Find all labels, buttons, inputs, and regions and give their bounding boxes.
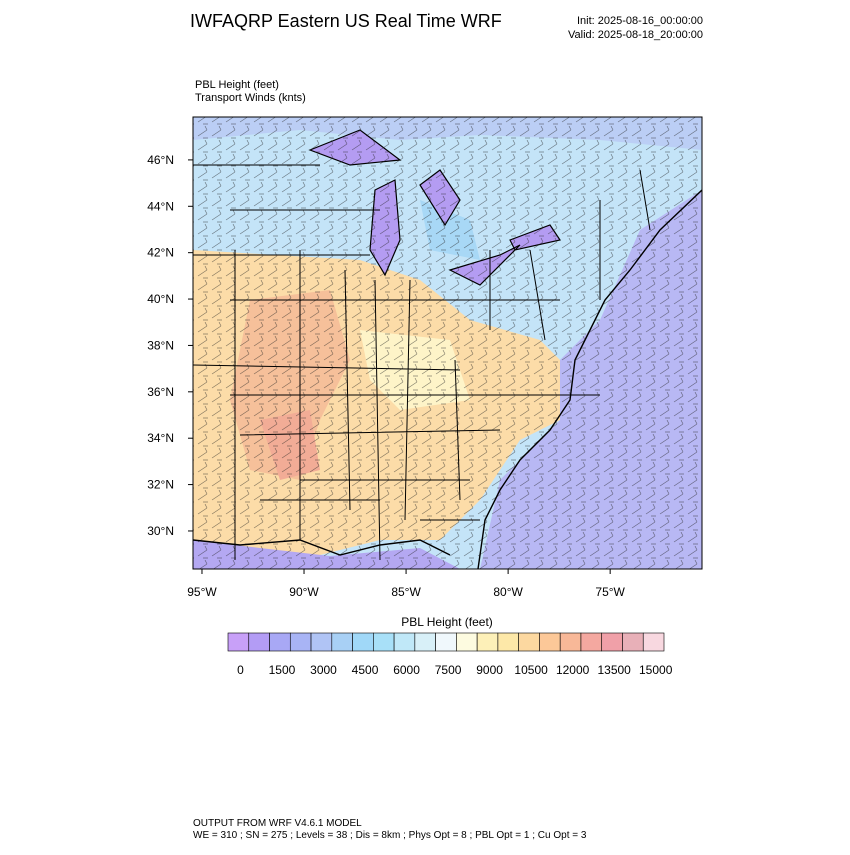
colorbar-swatch	[269, 632, 291, 652]
colorbar-swatch	[622, 632, 644, 652]
colorbar-swatch	[248, 632, 270, 652]
colorbar-swatch	[497, 632, 519, 652]
colorbar-label: 3000	[310, 663, 337, 677]
x-tick-label: 90°W	[289, 585, 319, 599]
colorbar-label: 13500	[597, 663, 631, 677]
map-field	[193, 117, 702, 569]
y-tick-label: 36°N	[147, 385, 174, 399]
y-tick-label: 42°N	[147, 246, 174, 260]
footer-line: OUTPUT FROM WRF V4.6.1 MODEL	[193, 818, 362, 829]
y-tick-label: 32°N	[147, 478, 174, 492]
field-label: Transport Winds (knts)	[195, 92, 306, 104]
colorbar-swatch	[435, 632, 457, 652]
colorbar-label: 7500	[435, 663, 462, 677]
init-time: Init: 2025-08-16_00:00:00	[577, 15, 703, 27]
colorbar-swatch	[352, 632, 374, 652]
y-tick-label: 44°N	[147, 199, 174, 213]
x-tick-label: 75°W	[595, 585, 625, 599]
colorbar-swatch	[227, 632, 250, 652]
x-tick-label: 85°W	[391, 585, 421, 599]
colorbar-swatch	[373, 632, 395, 652]
title: IWFAQRP Eastern US Real Time WRF	[190, 11, 502, 31]
colorbar-swatch	[559, 632, 582, 652]
colorbar-swatch	[310, 632, 333, 652]
colorbar: 0 1500 3000 4500 6000 7500 9000 10500 12000 13500…	[227, 632, 673, 677]
colorbar-swatch	[476, 632, 499, 652]
colorbar-swatch	[518, 632, 540, 652]
x-tick-label: 95°W	[187, 585, 217, 599]
x-tick-label: 80°W	[493, 585, 523, 599]
map-frame	[192, 116, 703, 570]
map-axes: 95°W 90°W 85°W 80°W 75°W 30°N 32°N 34°N 36°N 38°N…	[147, 153, 625, 599]
colorbar-swatch	[642, 632, 665, 652]
colorbar-label: 0	[237, 663, 244, 677]
colorbar-label: 1500	[269, 663, 296, 677]
colorbar-label: 6000	[393, 663, 420, 677]
colorbar-swatch	[331, 632, 353, 652]
y-tick-label: 34°N	[147, 431, 174, 445]
colorbar-swatch	[456, 632, 478, 652]
colorbar-label: 4500	[352, 663, 379, 677]
valid-time: Valid: 2025-08-18_20:00:00	[568, 29, 703, 41]
y-tick-label: 38°N	[147, 338, 174, 352]
colorbar-title: PBL Height (feet)	[401, 615, 493, 629]
colorbar-label: 12000	[556, 663, 590, 677]
colorbar-label: 9000	[476, 663, 503, 677]
y-tick-label: 46°N	[147, 153, 174, 167]
y-tick-label: 30°N	[147, 524, 174, 538]
field-label: PBL Height (feet)	[195, 79, 279, 91]
colorbar-swatch	[539, 632, 561, 652]
footer-line: WE = 310 ; SN = 275 ; Levels = 38 ; Dis …	[193, 830, 587, 841]
colorbar-swatch	[289, 632, 312, 652]
colorbar-label: 15000	[639, 663, 673, 677]
colorbar-swatch	[414, 632, 436, 652]
colorbar-label: 10500	[514, 663, 548, 677]
y-tick-label: 40°N	[147, 292, 174, 306]
colorbar-swatch	[601, 632, 623, 652]
colorbar-swatch	[580, 632, 603, 652]
colorbar-swatch	[393, 632, 416, 652]
